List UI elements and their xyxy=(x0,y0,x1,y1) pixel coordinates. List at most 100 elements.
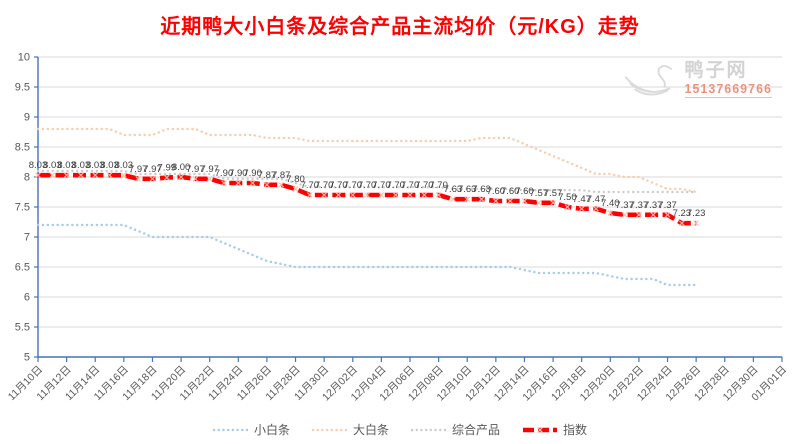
index-data-label: 8.03 xyxy=(72,160,91,171)
index-point-marker xyxy=(192,175,199,182)
index-point-marker xyxy=(392,192,399,198)
index-point-marker xyxy=(335,192,342,198)
index-point-marker xyxy=(564,204,571,210)
legend-label: 综合产品 xyxy=(452,423,501,437)
index-data-label: 7.99 xyxy=(158,163,177,174)
index-point-marker xyxy=(550,199,556,206)
chart-title: 近期鸭大小白条及综合产品主流均价（元/KG）走势 xyxy=(160,16,640,38)
index-point-marker xyxy=(650,211,657,218)
index-data-label: 7.97 xyxy=(143,164,162,175)
y-axis-label: 7.5 xyxy=(15,202,30,214)
index-point-marker xyxy=(306,192,313,198)
legend-label: 小白条 xyxy=(253,423,290,437)
index-point-marker xyxy=(450,196,456,203)
index-data-label: 7.87 xyxy=(272,170,291,181)
index-point-marker xyxy=(206,175,213,182)
index-data-label: 7.60 xyxy=(515,186,534,197)
index-point-marker xyxy=(678,220,685,227)
index-point-marker xyxy=(464,196,471,203)
legend-item-综合产品: 综合产品 xyxy=(411,421,500,438)
index-data-label: 7.47 xyxy=(572,194,591,205)
index-point-marker xyxy=(163,174,170,181)
index-data-label: 7.70 xyxy=(301,180,320,191)
series-指数 xyxy=(38,172,697,226)
index-data-label: 7.90 xyxy=(215,168,234,179)
index-point-marker xyxy=(120,172,127,179)
index-point-marker xyxy=(92,172,99,179)
index-data-label: 7.90 xyxy=(229,168,248,179)
index-data-label: 8.03 xyxy=(57,160,76,171)
legend-swatch-icon xyxy=(523,426,558,433)
index-point-marker xyxy=(106,172,113,179)
index-point-marker xyxy=(435,192,442,198)
index-data-label: 7.80 xyxy=(286,174,305,185)
index-data-label: 7.37 xyxy=(644,200,663,211)
index-data-label: 7.40 xyxy=(601,198,620,209)
index-data-label: 7.57 xyxy=(530,188,549,199)
y-axis-label: 5 xyxy=(24,352,30,364)
index-point-marker xyxy=(636,211,642,218)
index-point-marker xyxy=(35,172,41,179)
index-data-label: 7.87 xyxy=(258,170,277,181)
y-axis-label: 9 xyxy=(24,112,30,124)
index-point-marker xyxy=(321,192,328,198)
index-point-marker xyxy=(693,220,700,227)
index-data-label: 7.70 xyxy=(358,180,377,191)
index-point-marker xyxy=(264,181,270,188)
index-data-label: 7.50 xyxy=(558,192,577,203)
index-data-label: 8.00 xyxy=(172,162,191,173)
index-data-label: 7.70 xyxy=(372,180,391,191)
index-data-label: 7.90 xyxy=(243,168,262,179)
index-point-marker xyxy=(249,180,256,186)
index-data-label: 7.57 xyxy=(544,188,563,199)
series-小白条 xyxy=(36,223,698,287)
index-point-marker xyxy=(407,192,413,198)
legend-item-大白条: 大白条 xyxy=(311,421,389,438)
y-axis-label: 10 xyxy=(18,52,30,64)
legend-item-指数: 指数 xyxy=(522,421,587,438)
index-data-label: 8.03 xyxy=(86,160,105,171)
index-data-label: 7.37 xyxy=(630,200,649,211)
index-data-label: 7.23 xyxy=(673,208,692,219)
index-data-label: 7.70 xyxy=(415,180,434,191)
index-point-marker xyxy=(63,172,70,179)
y-axis-label: 5.5 xyxy=(15,322,30,334)
index-data-label: 7.70 xyxy=(329,180,348,191)
index-data-label: 7.37 xyxy=(615,200,634,211)
index-point-marker xyxy=(421,192,428,198)
index-point-marker xyxy=(378,192,385,198)
index-data-label: 7.37 xyxy=(658,200,677,211)
index-point-marker xyxy=(235,180,242,186)
index-data-label: 8.03 xyxy=(29,160,48,171)
y-axis-label: 6 xyxy=(24,292,30,304)
index-point-marker xyxy=(535,199,542,206)
index-point-marker xyxy=(664,211,671,218)
index-data-label: 7.70 xyxy=(386,180,405,191)
index-point-marker xyxy=(521,198,528,204)
index-point-marker xyxy=(607,210,614,216)
legend-label: 大白条 xyxy=(352,423,389,437)
index-data-label: 7.63 xyxy=(472,184,491,195)
index-point-marker xyxy=(135,175,142,182)
index-data-label: 7.70 xyxy=(401,180,420,191)
index-point-marker xyxy=(364,192,370,198)
y-axis-label: 8 xyxy=(24,172,30,184)
price-trend-chart: 109.598.587.576.565.5511月10日11月12日11月14日… xyxy=(6,52,789,404)
legend-swatch-icon xyxy=(311,428,348,431)
index-point-marker xyxy=(593,205,599,212)
index-point-marker xyxy=(492,198,499,204)
chart-legend: 小白条 大白条 综合产品 指数 xyxy=(0,421,800,438)
index-data-label: 7.97 xyxy=(200,164,219,175)
y-axis-label: 6.5 xyxy=(15,262,30,274)
index-data-label: 8.03 xyxy=(43,160,62,171)
index-point-marker xyxy=(78,172,84,179)
index-data-label: 7.60 xyxy=(487,186,506,197)
index-point-marker xyxy=(278,181,285,188)
index-data-label: 7.70 xyxy=(429,180,448,191)
index-data-label: 7.70 xyxy=(315,180,334,191)
y-axis-label: 7 xyxy=(24,232,30,244)
legend-swatch-icon xyxy=(411,428,447,431)
index-data-label: 7.23 xyxy=(687,208,706,219)
index-data-label: 7.63 xyxy=(444,184,463,195)
legend-item-小白条: 小白条 xyxy=(212,421,290,438)
